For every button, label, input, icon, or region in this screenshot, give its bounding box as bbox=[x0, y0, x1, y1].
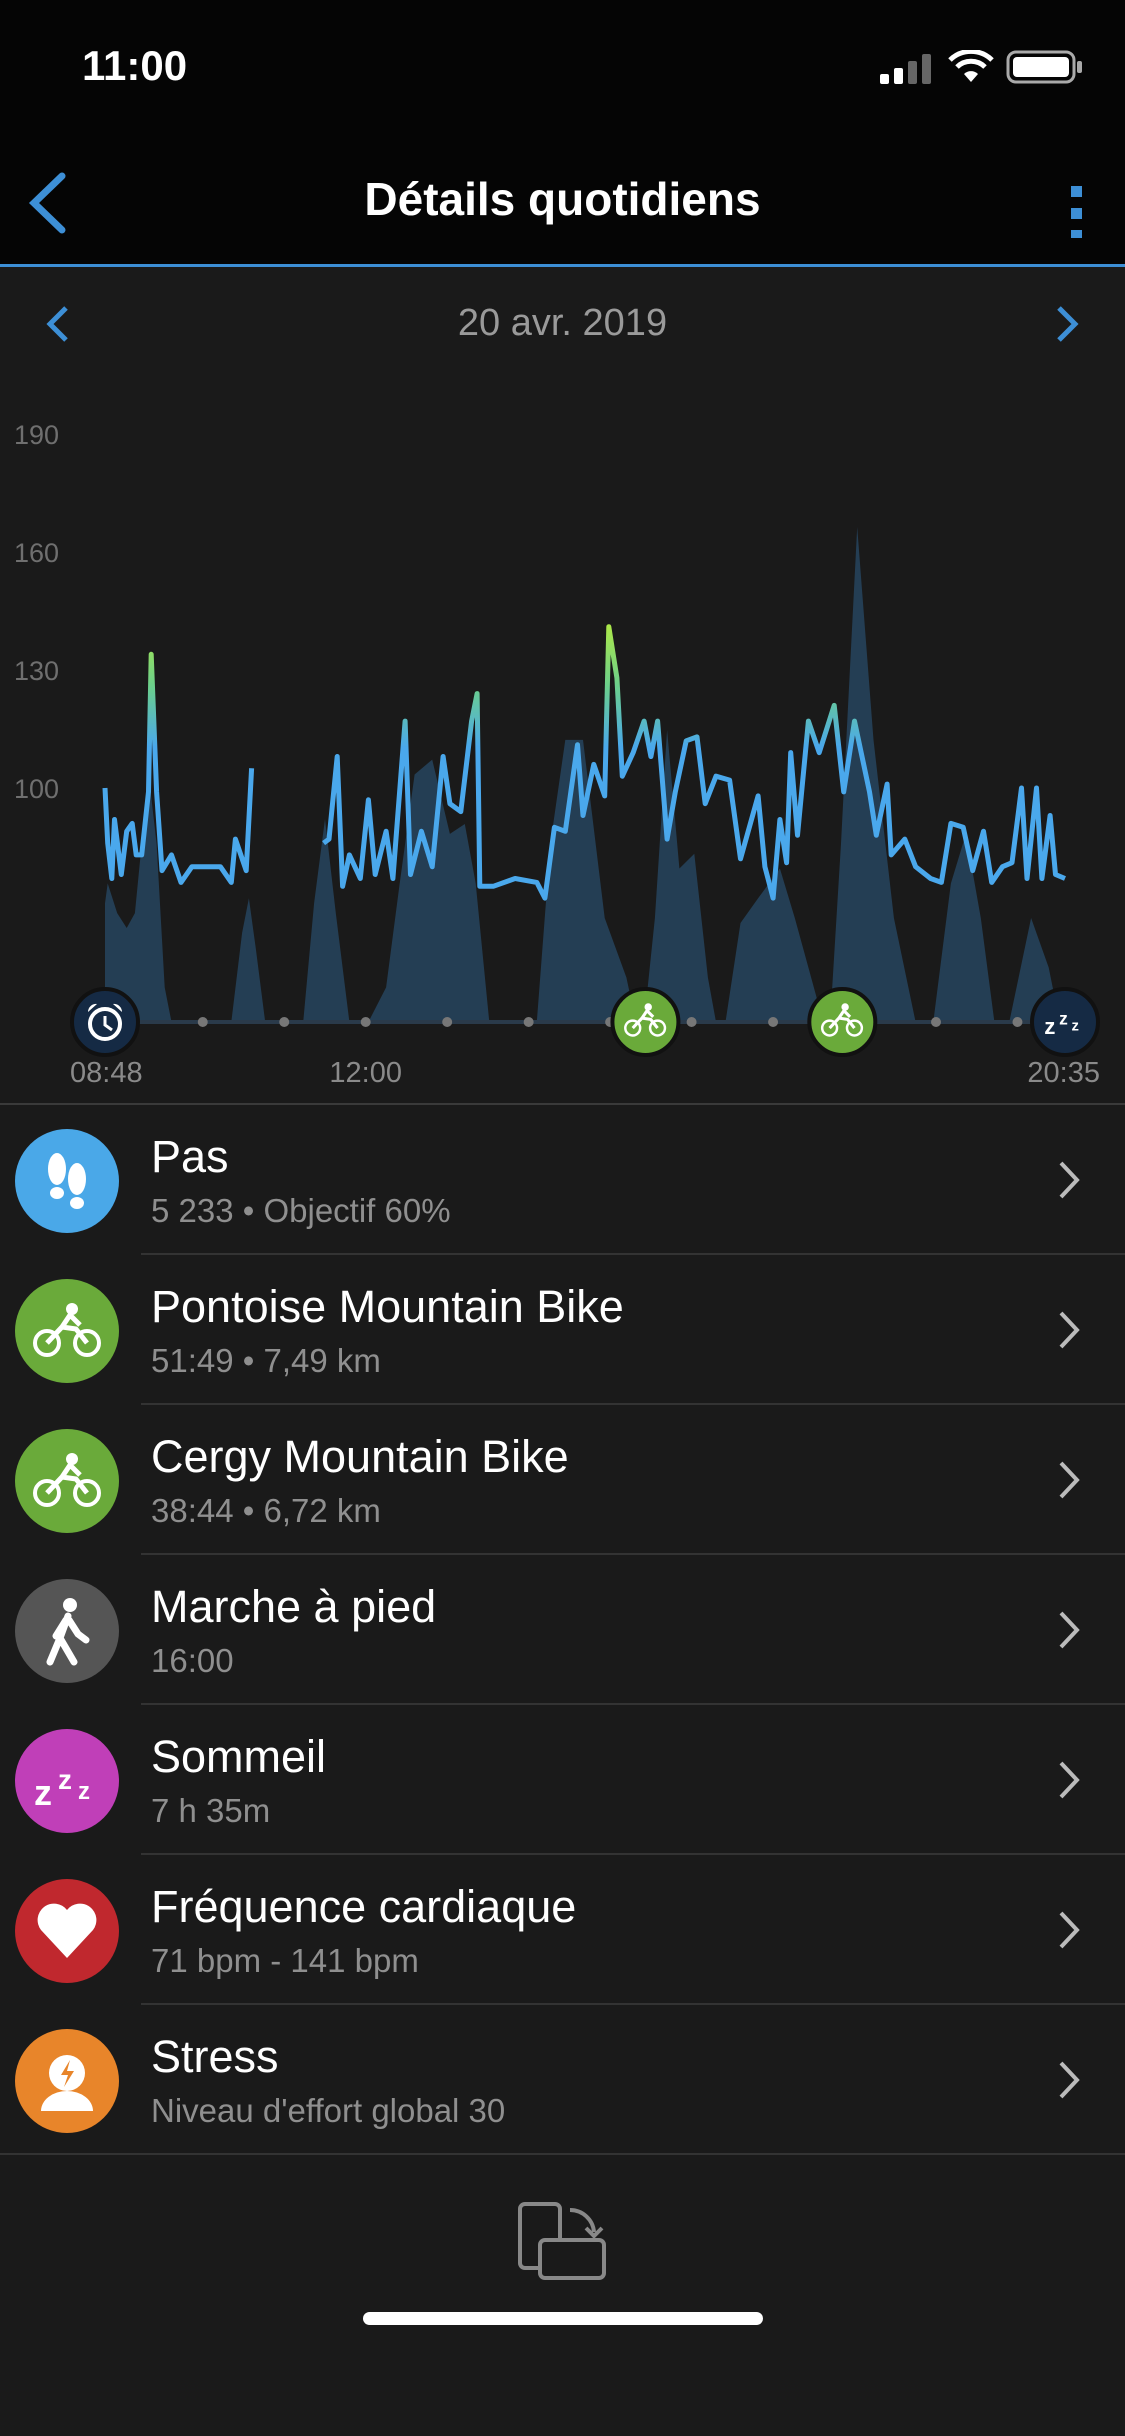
y-tick-label: 190 bbox=[14, 420, 59, 450]
footsteps-icon bbox=[15, 1129, 119, 1233]
svg-text:z: z bbox=[78, 1778, 90, 1805]
stress-icon bbox=[15, 2029, 119, 2133]
item-subtitle: 16:00 bbox=[151, 1642, 234, 1679]
chevron-right-icon bbox=[1059, 1461, 1080, 1499]
divider bbox=[141, 1853, 1125, 1855]
date-navigator: 20 avr. 2019 bbox=[0, 268, 1125, 378]
hour-dot bbox=[279, 1017, 290, 1027]
heart-rate-line bbox=[102, 651, 255, 885]
x-tick-label: 08:48 bbox=[70, 1057, 143, 1089]
item-subtitle: 38:44 • 6,72 km bbox=[151, 1492, 381, 1529]
hour-dot bbox=[768, 1017, 779, 1027]
next-day-icon[interactable] bbox=[1053, 302, 1083, 346]
page-title: Détails quotidiens bbox=[364, 173, 761, 225]
bike-marker[interactable] bbox=[610, 987, 681, 1057]
alarm-clock-marker[interactable] bbox=[70, 987, 140, 1057]
bike-icon bbox=[15, 1279, 119, 1383]
y-tick-label: 130 bbox=[14, 656, 59, 686]
battery-icon bbox=[1006, 50, 1082, 84]
chevron-left-icon[interactable] bbox=[22, 168, 72, 238]
svg-text:z: z bbox=[1059, 1008, 1068, 1028]
item-title: Pontoise Mountain Bike bbox=[151, 1281, 624, 1332]
list-item[interactable]: Fréquence cardiaque 71 bpm - 141 bpm bbox=[0, 1855, 1125, 2005]
item-subtitle: Niveau d'effort global 30 bbox=[151, 2092, 506, 2129]
chevron-right-icon bbox=[1059, 1161, 1080, 1199]
item-subtitle: 5 233 • Objectif 60% bbox=[151, 1192, 451, 1229]
svg-text:z: z bbox=[34, 1772, 52, 1809]
list-item[interactable]: Stress Niveau d'effort global 30 bbox=[0, 2005, 1125, 2155]
hour-dot bbox=[360, 1017, 371, 1027]
item-title: Sommeil bbox=[151, 1731, 327, 1782]
chevron-right-icon bbox=[1059, 1911, 1080, 1949]
bike-marker[interactable] bbox=[807, 987, 878, 1057]
activity-area bbox=[105, 527, 1065, 1022]
x-tick-label: 20:35 bbox=[1027, 1057, 1100, 1089]
bike-icon bbox=[15, 1429, 119, 1533]
divider bbox=[141, 1703, 1125, 1705]
item-title: Pas bbox=[151, 1131, 229, 1182]
chevron-right-icon bbox=[1059, 1611, 1080, 1649]
chevron-right-icon bbox=[1059, 1761, 1080, 1799]
hour-dot bbox=[1012, 1017, 1023, 1027]
list-item[interactable]: Cergy Mountain Bike 38:44 • 6,72 km bbox=[0, 1405, 1125, 1555]
item-subtitle: 7 h 35m bbox=[151, 1792, 271, 1829]
heart-icon bbox=[15, 1879, 119, 1983]
divider bbox=[141, 1553, 1125, 1555]
chevron-right-icon bbox=[1059, 1311, 1080, 1349]
status-time: 11:00 bbox=[82, 42, 188, 89]
bike-icon bbox=[624, 1003, 667, 1037]
wifi-icon bbox=[948, 50, 994, 82]
divider bbox=[0, 2153, 1125, 2155]
daily-summary-list: Pas 5 233 • Objectif 60% Pontoise Mounta… bbox=[0, 1103, 1125, 2155]
hour-dot bbox=[686, 1017, 697, 1027]
hour-dot bbox=[931, 1017, 942, 1027]
more-vertical-icon[interactable] bbox=[1067, 168, 1087, 238]
y-tick-label: 160 bbox=[14, 538, 59, 568]
signal-icon bbox=[880, 54, 931, 84]
divider bbox=[141, 1253, 1125, 1255]
chevron-right-icon bbox=[1059, 2061, 1080, 2099]
divider bbox=[141, 1403, 1125, 1405]
item-subtitle: 71 bpm - 141 bpm bbox=[151, 1942, 419, 1979]
list-item[interactable]: Marche à pied 16:00 bbox=[0, 1555, 1125, 1705]
heart-rate-line bbox=[322, 624, 1066, 901]
divider bbox=[141, 2003, 1125, 2005]
rotate-device-icon[interactable] bbox=[516, 2200, 610, 2284]
bike-icon bbox=[820, 1003, 864, 1037]
y-tick-label: 100 bbox=[14, 774, 59, 804]
list-item[interactable]: Pas 5 233 • Objectif 60% bbox=[0, 1105, 1125, 1255]
svg-text:z: z bbox=[1072, 1019, 1079, 1035]
status-bar: 11:00 bbox=[0, 0, 1125, 150]
current-date: 20 avr. 2019 bbox=[457, 302, 668, 344]
item-title: Fréquence cardiaque bbox=[151, 1881, 577, 1932]
alarm-clock-icon bbox=[87, 1003, 123, 1041]
previous-day-icon[interactable] bbox=[42, 302, 72, 346]
hour-dot bbox=[197, 1017, 208, 1027]
x-tick-label: 12:00 bbox=[329, 1057, 402, 1089]
nav-bar: Détails quotidiens bbox=[0, 150, 1125, 267]
item-title: Stress bbox=[151, 2031, 279, 2082]
hour-dot bbox=[523, 1017, 534, 1027]
hour-dot bbox=[442, 1017, 453, 1027]
svg-text:z: z bbox=[58, 1764, 72, 1795]
item-title: Marche à pied bbox=[151, 1581, 437, 1632]
svg-text:z: z bbox=[1044, 1014, 1055, 1039]
walking-icon bbox=[15, 1579, 119, 1683]
home-indicator[interactable] bbox=[363, 2312, 763, 2325]
item-subtitle: 51:49 • 7,49 km bbox=[151, 1342, 381, 1379]
list-item[interactable]: Pontoise Mountain Bike 51:49 • 7,49 km bbox=[0, 1255, 1125, 1405]
item-title: Cergy Mountain Bike bbox=[151, 1431, 569, 1482]
